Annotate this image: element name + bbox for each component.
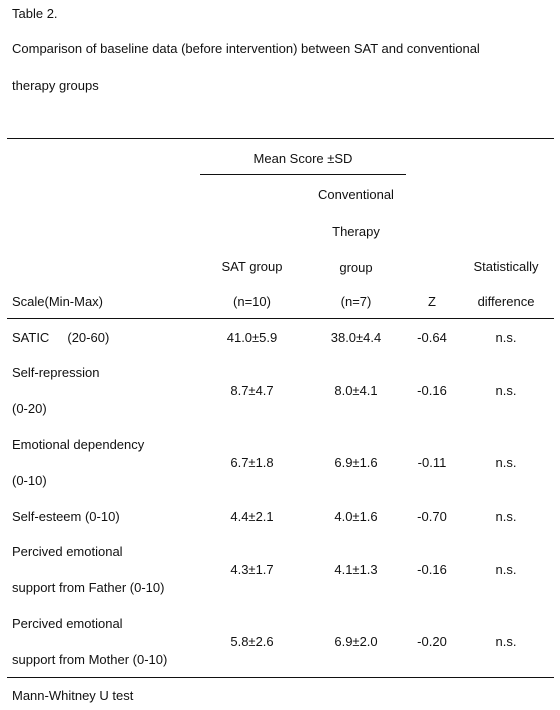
scale-header: Scale(Min-Max) <box>12 294 104 309</box>
row-sat-value: 41.0±5.9 <box>226 330 278 345</box>
row-conv-value: 6.9±2.0 <box>334 634 378 649</box>
table-title-line1: Comparison of baseline data (before inte… <box>12 41 480 56</box>
row-conv-value: 4.0±1.6 <box>334 509 378 524</box>
z-header: Z <box>428 294 436 309</box>
row-z-value: -0.70 <box>417 509 447 524</box>
row-scale-line1: Self-repression <box>12 365 100 380</box>
row-conv-value: 6.9±1.6 <box>334 455 378 470</box>
sat-header-line2: (n=10) <box>233 294 271 309</box>
stat-header-line1: Statistically <box>473 259 539 274</box>
row-significance: n.s. <box>495 509 517 524</box>
row-scale-line2: (0-20) <box>12 401 47 416</box>
conv-header-line4: (n=7) <box>340 294 372 309</box>
row-z-value: -0.11 <box>417 455 447 470</box>
table-bottom-rule <box>7 677 554 678</box>
row-scale-line2: support from Mother (0-10) <box>12 652 168 667</box>
sat-header-line1: SAT group <box>221 259 283 274</box>
conv-header-line1: Conventional <box>318 187 394 202</box>
row-scale-line2: (0-10) <box>12 473 47 488</box>
row-z-value: -0.16 <box>417 383 447 398</box>
table-footnote: Mann-Whitney U test <box>12 688 134 703</box>
mean-score-underline <box>200 174 406 175</box>
header-bottom-rule <box>7 318 554 319</box>
row-significance: n.s. <box>495 330 517 345</box>
row-significance: n.s. <box>495 562 517 577</box>
conv-header-line3: group <box>339 260 373 275</box>
table-label: Table 2. <box>12 6 58 21</box>
row-sat-value: 5.8±2.6 <box>230 634 274 649</box>
row-scale-line1: Emotional dependency <box>12 437 145 452</box>
row-scale-line2: support from Father (0-10) <box>12 580 165 595</box>
row-scale-line1: Percived emotional <box>12 616 123 631</box>
row-significance: n.s. <box>495 383 517 398</box>
mean-score-header: Mean Score ±SD <box>253 151 353 166</box>
table-top-rule <box>7 138 554 139</box>
row-sat-value: 6.7±1.8 <box>230 455 274 470</box>
stat-header-line2: difference <box>477 294 535 309</box>
row-z-value: -0.16 <box>417 562 447 577</box>
row-sat-value: 4.3±1.7 <box>230 562 274 577</box>
row-scale: SATIC (20-60) <box>12 330 110 345</box>
row-z-value: -0.64 <box>417 330 447 345</box>
row-significance: n.s. <box>495 634 517 649</box>
row-z-value: -0.20 <box>417 634 447 649</box>
row-conv-value: 38.0±4.4 <box>330 330 382 345</box>
row-scale: Self-esteem (0-10) <box>12 509 120 524</box>
table-title-line2: therapy groups <box>12 78 99 93</box>
row-sat-value: 4.4±2.1 <box>230 509 274 524</box>
row-significance: n.s. <box>495 455 517 470</box>
row-conv-value: 4.1±1.3 <box>334 562 378 577</box>
row-scale-line1: Percived emotional <box>12 544 123 559</box>
row-conv-value: 8.0±4.1 <box>334 383 378 398</box>
conv-header-line2: Therapy <box>332 224 380 239</box>
row-sat-value: 8.7±4.7 <box>230 383 274 398</box>
